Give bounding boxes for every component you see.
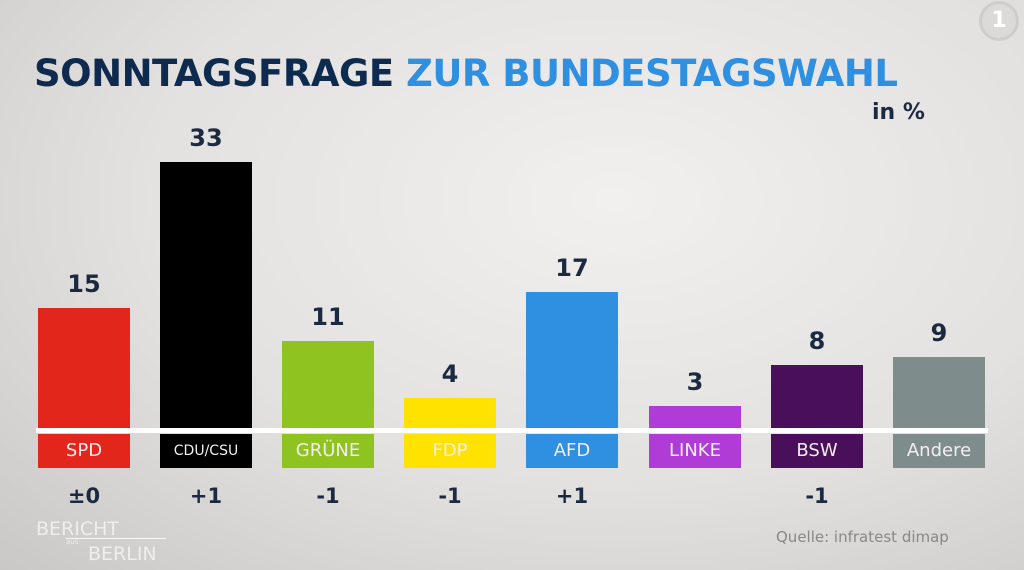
bar-1 [160,162,252,430]
bar-7 [893,356,985,430]
bar-2 [282,340,374,430]
value-label: 8 [808,327,826,356]
value-label: 4 [441,359,459,388]
source-note: Quelle: infratest dimap [776,528,949,546]
bar-4 [526,291,618,430]
program-name-small: aus [66,538,166,546]
ard-logo: 1 [982,4,1016,38]
category-label: LINKE [649,434,741,468]
bar-3 [404,397,496,430]
change-label: +1 [189,484,223,508]
value-label: 33 [189,124,223,152]
program-name: BERICHT [36,518,120,540]
change-label: -1 [316,484,340,508]
bar-6 [771,365,863,430]
value-label: 17 [555,253,589,282]
chart-title: SONNTAGSFRAGE ZUR BUNDESTAGSWAHL [34,52,898,95]
category-label: Andere [893,434,985,468]
category-label: GRÜNE [282,434,374,468]
bar-5 [649,405,741,430]
category-label: FDP [404,434,496,468]
title-highlight: ZUR BUNDESTAGSWAHL [406,52,898,95]
change-label: ±0 [67,484,101,508]
category-label: AFD [526,434,618,468]
value-label: 11 [311,302,345,331]
change-label: -1 [805,484,829,508]
program-name-2: BERLIN [88,543,157,565]
title-main: SONNTAGSFRAGE [34,52,394,95]
baseline [36,428,988,433]
bar-0 [38,308,130,430]
change-label: -1 [438,484,462,508]
value-label: 9 [930,318,948,347]
program-logo: BERICHT aus BERLIN [36,518,166,565]
category-label: CDU/CSU [160,434,252,468]
change-label: +1 [555,484,589,508]
unit-label: in % [872,100,925,125]
category-label: SPD [38,434,130,468]
value-label: 3 [686,367,704,396]
value-label: 15 [67,270,101,299]
category-label: BSW [771,434,863,468]
